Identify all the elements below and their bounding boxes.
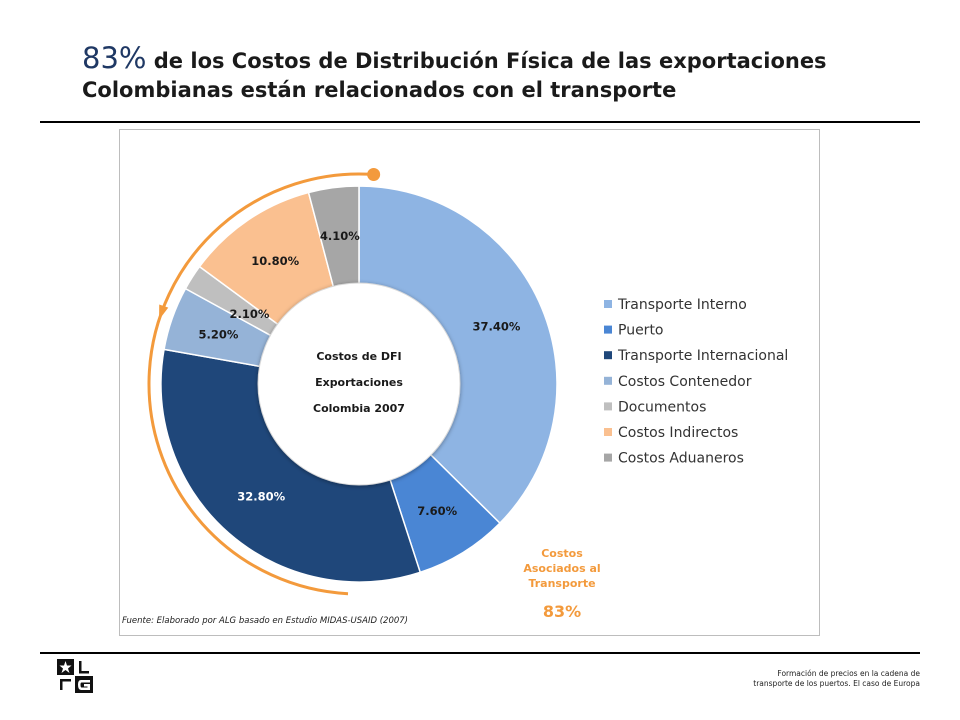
center-label-line: Costos de DFI [316, 350, 401, 363]
donut-hole [257, 282, 461, 486]
legend-swatch-transporte-internacional [604, 351, 612, 360]
legend-label-transporte-interno: Transporte Interno [617, 297, 747, 313]
data-label-documentos: 2.10% [230, 307, 270, 321]
arc-end-dot [367, 168, 381, 182]
annotation-line: Transporte [528, 577, 595, 590]
data-label-transporte-interno: 37.40% [473, 320, 521, 334]
data-label-puerto: 7.60% [417, 504, 457, 518]
data-label-costos-indirectos: 10.80% [251, 254, 299, 268]
title-line-2: Colombianas están relacionados con el tr… [82, 78, 677, 102]
legend-swatch-puerto [604, 325, 612, 334]
footer-line-2: transporte de los puertos. El caso de Eu… [753, 679, 920, 688]
footer-line-1: Formación de precios en la cadena de [777, 669, 920, 678]
chart-frame: Costos de DFI Exportaciones Colombia 2007 … [119, 129, 820, 636]
transport-arc [147, 172, 374, 596]
legend-label-costos-indirectos: Costos Indirectos [618, 425, 738, 441]
arc-arrowhead [159, 304, 169, 320]
footer-caption: Formación de precios en la cadena de tra… [660, 669, 920, 689]
legend-label-costos-aduaneros: Costos Aduaneros [618, 451, 744, 467]
title-line-1: de los Costos de Distribución Física de … [146, 49, 827, 73]
legend-label-costos-contenedor: Costos Contenedor [618, 374, 752, 390]
legend-label-transporte-internacional: Transporte Internacional [617, 348, 788, 364]
center-label-line: Exportaciones [315, 376, 403, 389]
top-divider [40, 121, 920, 123]
annotation-line: Asociados al [523, 562, 600, 575]
legend-swatch-costos-aduaneros [604, 453, 612, 462]
data-label-costos-aduaneros: 4.10% [320, 229, 360, 243]
legend-swatch-transporte-interno [604, 300, 612, 308]
title-percentage: 83% [82, 41, 147, 75]
annotation-value: 83% [543, 602, 581, 621]
legend-swatch-costos-contenedor [604, 376, 612, 385]
bottom-divider [40, 652, 920, 654]
source-note: Fuente: Elaborado por ALG basado en Estu… [122, 616, 408, 626]
annotation-line: Costos [541, 547, 583, 560]
alg-logo [57, 659, 93, 693]
legend-label-puerto: Puerto [618, 323, 664, 339]
center-label-line: Colombia 2007 [313, 402, 405, 415]
legend-label-documentos: Documentos [618, 399, 706, 415]
legend-swatch-costos-indirectos [604, 428, 612, 436]
data-label-transporte-internacional: 32.80% [237, 489, 285, 503]
legend-swatch-documentos [604, 402, 612, 411]
data-label-costos-contenedor: 5.20% [199, 327, 239, 341]
page-title: 83% de los Costos de Distribución Física… [82, 44, 942, 105]
